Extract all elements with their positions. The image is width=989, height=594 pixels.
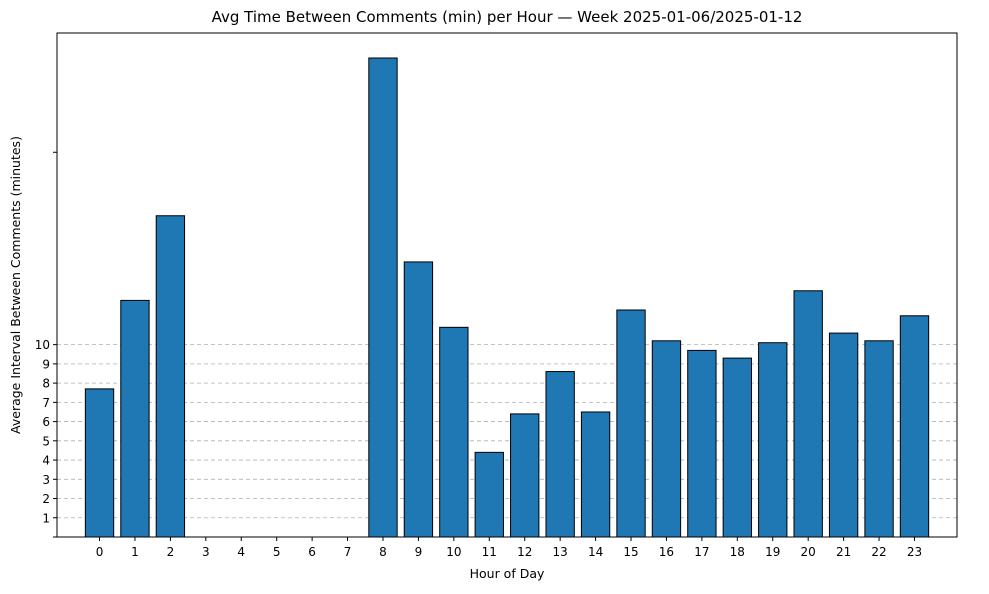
y-tick-label: 4 [42, 454, 50, 468]
x-tick-label: 6 [308, 545, 316, 559]
bar-hour-16 [651, 340, 682, 538]
x-tick-label: 10 [446, 545, 461, 559]
y-tick-label: 8 [42, 377, 50, 391]
bar-hour-9 [403, 261, 434, 538]
bar-hour-19 [758, 342, 788, 538]
x-tick-label: 18 [730, 545, 745, 559]
x-tick-label: 23 [907, 545, 922, 559]
y-axis-ticks: 1 2 3 4 5 6 7 8 9 10 [35, 151, 57, 538]
x-tick-label: 15 [623, 545, 638, 559]
y-tick-label: 5 [42, 434, 50, 448]
bar-hour-18 [722, 357, 752, 538]
bar-hour-2 [155, 215, 186, 538]
x-tick-label: 17 [694, 545, 709, 559]
x-tick-label: 2 [167, 545, 175, 559]
bar-hour-17 [687, 349, 717, 538]
bar-hour-1 [120, 299, 150, 538]
bar-hour-15 [616, 309, 646, 538]
bar-hour-0 [84, 388, 115, 538]
x-axis-ticks: 0 1 2 3 4 5 6 7 8 9 10 11 12 13 14 15 16 17 18 19 20 21 22 23 [96, 537, 922, 559]
bar-hour-23 [899, 315, 930, 538]
x-tick-label: 8 [379, 545, 387, 559]
x-tick-label: 21 [836, 545, 851, 559]
x-tick-label: 16 [659, 545, 674, 559]
x-tick-label: 9 [415, 545, 423, 559]
bar-hour-14 [580, 411, 611, 538]
bar-hour-11 [474, 451, 504, 538]
plot-frame [56, 32, 958, 538]
x-tick-label: 3 [202, 545, 210, 559]
x-tick-label: 11 [482, 545, 497, 559]
x-tick-label: 19 [765, 545, 780, 559]
y-tick-label: 9 [42, 357, 50, 371]
bar-hour-21 [828, 332, 859, 538]
chart-title: Avg Time Between Comments (min) per Hour… [212, 8, 803, 26]
y-tick-label: 2 [42, 492, 50, 506]
x-tick-label: 12 [517, 545, 532, 559]
x-tick-label: 7 [344, 545, 352, 559]
x-tick-label: 1 [131, 545, 139, 559]
y-tick-label: 7 [42, 396, 50, 410]
x-tick-label: 13 [553, 545, 568, 559]
bar-hour-20 [793, 290, 823, 538]
bar-hour-22 [864, 340, 894, 538]
x-tick-label: 20 [801, 545, 816, 559]
y-tick-label: 10 [35, 338, 50, 352]
x-tick-label: 0 [96, 545, 104, 559]
x-axis-label: Hour of Day [470, 566, 545, 581]
bar-hour-12 [510, 413, 540, 538]
y-tick-label: 1 [42, 511, 50, 525]
y-tick-label: 6 [42, 415, 50, 429]
x-tick-label: 14 [588, 545, 603, 559]
bar-hour-8 [368, 57, 398, 538]
x-tick-label: 5 [273, 545, 281, 559]
bar-hour-10 [439, 326, 469, 538]
x-tick-label: 22 [871, 545, 886, 559]
y-tick-label: 3 [42, 473, 50, 487]
bar-series [84, 57, 930, 538]
bar-hour-13 [545, 371, 575, 538]
y-axis-label: Average Interval Between Comments (minut… [8, 136, 23, 434]
x-tick-label: 4 [237, 545, 245, 559]
